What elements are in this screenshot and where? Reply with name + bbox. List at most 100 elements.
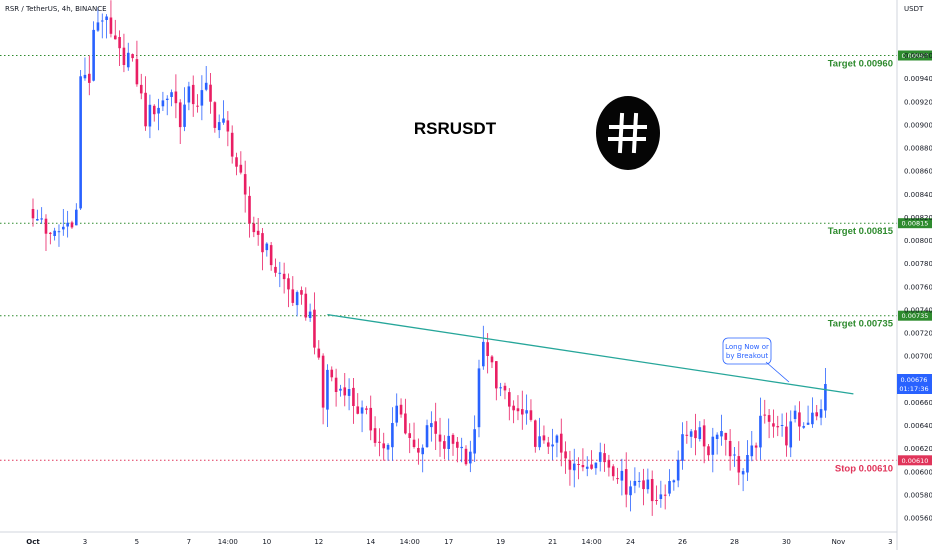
candle-body bbox=[53, 230, 56, 236]
candle-body bbox=[655, 500, 658, 501]
time-tick-label: 17 bbox=[444, 538, 453, 546]
candle-body bbox=[603, 453, 606, 463]
candle-body bbox=[373, 428, 377, 443]
level-label: Stop 0.00610 bbox=[835, 463, 893, 474]
candle-body bbox=[620, 470, 624, 481]
candle-body bbox=[585, 466, 589, 469]
candle-body bbox=[811, 412, 814, 425]
candle-body bbox=[824, 384, 827, 411]
candle-body bbox=[624, 469, 628, 495]
candle-body bbox=[87, 73, 91, 83]
price-tick-label: 0.00960 bbox=[904, 52, 932, 60]
candle-body bbox=[516, 408, 520, 412]
candle-body bbox=[694, 430, 697, 439]
candle-body bbox=[434, 421, 437, 434]
time-tick-label: 14:00 bbox=[218, 538, 238, 546]
price-tick-label: 0.00620 bbox=[904, 445, 932, 453]
candle-body bbox=[698, 427, 702, 439]
candle-body bbox=[525, 410, 528, 414]
candle-body bbox=[222, 118, 225, 123]
candle-body bbox=[425, 425, 429, 448]
time-tick-label: 10 bbox=[262, 538, 271, 546]
candle-body bbox=[183, 104, 186, 127]
candle-body bbox=[642, 480, 645, 490]
time-tick-label: 5 bbox=[135, 538, 139, 546]
candle-body bbox=[404, 413, 407, 434]
candle-body bbox=[261, 233, 264, 253]
candle-body bbox=[148, 104, 152, 127]
candle-body bbox=[460, 446, 463, 449]
candle-body bbox=[711, 436, 715, 455]
candle-body bbox=[806, 422, 810, 425]
candle-body bbox=[161, 100, 165, 107]
candle-body bbox=[512, 405, 515, 411]
time-tick-label: 3 bbox=[83, 538, 87, 546]
candle-body bbox=[577, 464, 580, 465]
candle-body bbox=[239, 164, 243, 173]
candle-body bbox=[798, 412, 801, 427]
candle-body bbox=[122, 47, 126, 65]
candle-body bbox=[568, 460, 572, 470]
trendline[interactable] bbox=[327, 313, 854, 395]
candle-body bbox=[767, 415, 771, 422]
candle-body bbox=[100, 20, 104, 22]
candle-body bbox=[417, 448, 420, 453]
price-tick-label: 0.00580 bbox=[904, 492, 932, 500]
candle-body bbox=[815, 412, 819, 417]
level-price-tag bbox=[898, 310, 932, 321]
candle-body bbox=[685, 434, 689, 436]
candle-body bbox=[564, 451, 567, 459]
candle-body bbox=[304, 293, 308, 318]
candle-body bbox=[321, 355, 325, 408]
candle-body bbox=[464, 448, 468, 465]
candle-body bbox=[802, 426, 806, 428]
candle-body bbox=[611, 466, 615, 477]
candle-body bbox=[754, 445, 758, 448]
candle-body bbox=[287, 278, 290, 290]
candle-body bbox=[503, 385, 507, 391]
level-price-tag-text: 0.00815 bbox=[902, 220, 929, 228]
candle-body bbox=[559, 433, 563, 453]
candle-body bbox=[113, 35, 117, 40]
callout-bubble: Long Now or by Breakout bbox=[722, 337, 790, 383]
price-tick-label: 0.00820 bbox=[904, 214, 932, 222]
candle-body bbox=[291, 289, 295, 303]
candle-body bbox=[746, 455, 749, 473]
candle-body bbox=[486, 342, 489, 356]
candle-body bbox=[715, 434, 719, 439]
candle-body bbox=[200, 90, 204, 106]
candle-body bbox=[399, 404, 403, 415]
candle-body bbox=[144, 92, 147, 127]
time-tick-label: 19 bbox=[496, 538, 505, 546]
candle-body bbox=[126, 52, 130, 68]
symbol-header[interactable]: RSR / TetherUS, 4h, BINANCE bbox=[5, 5, 107, 13]
candle-body bbox=[763, 414, 767, 416]
candle-body bbox=[248, 195, 251, 224]
candle-body bbox=[105, 16, 108, 20]
candle-body bbox=[365, 408, 368, 410]
candle-body bbox=[334, 377, 338, 392]
price-tick-label: 0.00940 bbox=[904, 75, 932, 83]
candle-body bbox=[386, 444, 390, 450]
last-price-tag[interactable]: 0.00676 01:17:36 bbox=[897, 374, 932, 394]
time-tick-label: 7 bbox=[187, 538, 191, 546]
candle-body bbox=[538, 436, 541, 448]
level-label: Target 0.00735 bbox=[828, 319, 894, 330]
candle-body bbox=[352, 387, 355, 406]
candle-body bbox=[681, 434, 684, 461]
time-tick-label: Oct bbox=[26, 538, 40, 546]
candle-body bbox=[70, 222, 74, 228]
candle-body bbox=[157, 107, 160, 114]
candle-body bbox=[282, 273, 286, 280]
callout-line-2: by Breakout bbox=[726, 352, 768, 360]
candle-body bbox=[230, 132, 234, 157]
candle-body bbox=[265, 243, 269, 251]
candle-body bbox=[737, 456, 741, 473]
candle-body bbox=[663, 494, 667, 496]
candle-body bbox=[672, 480, 676, 483]
candle-body bbox=[421, 447, 424, 455]
candle-body bbox=[196, 105, 199, 107]
price-tick-label: 0.00800 bbox=[904, 237, 932, 245]
price-tick-label: 0.00700 bbox=[904, 353, 932, 361]
